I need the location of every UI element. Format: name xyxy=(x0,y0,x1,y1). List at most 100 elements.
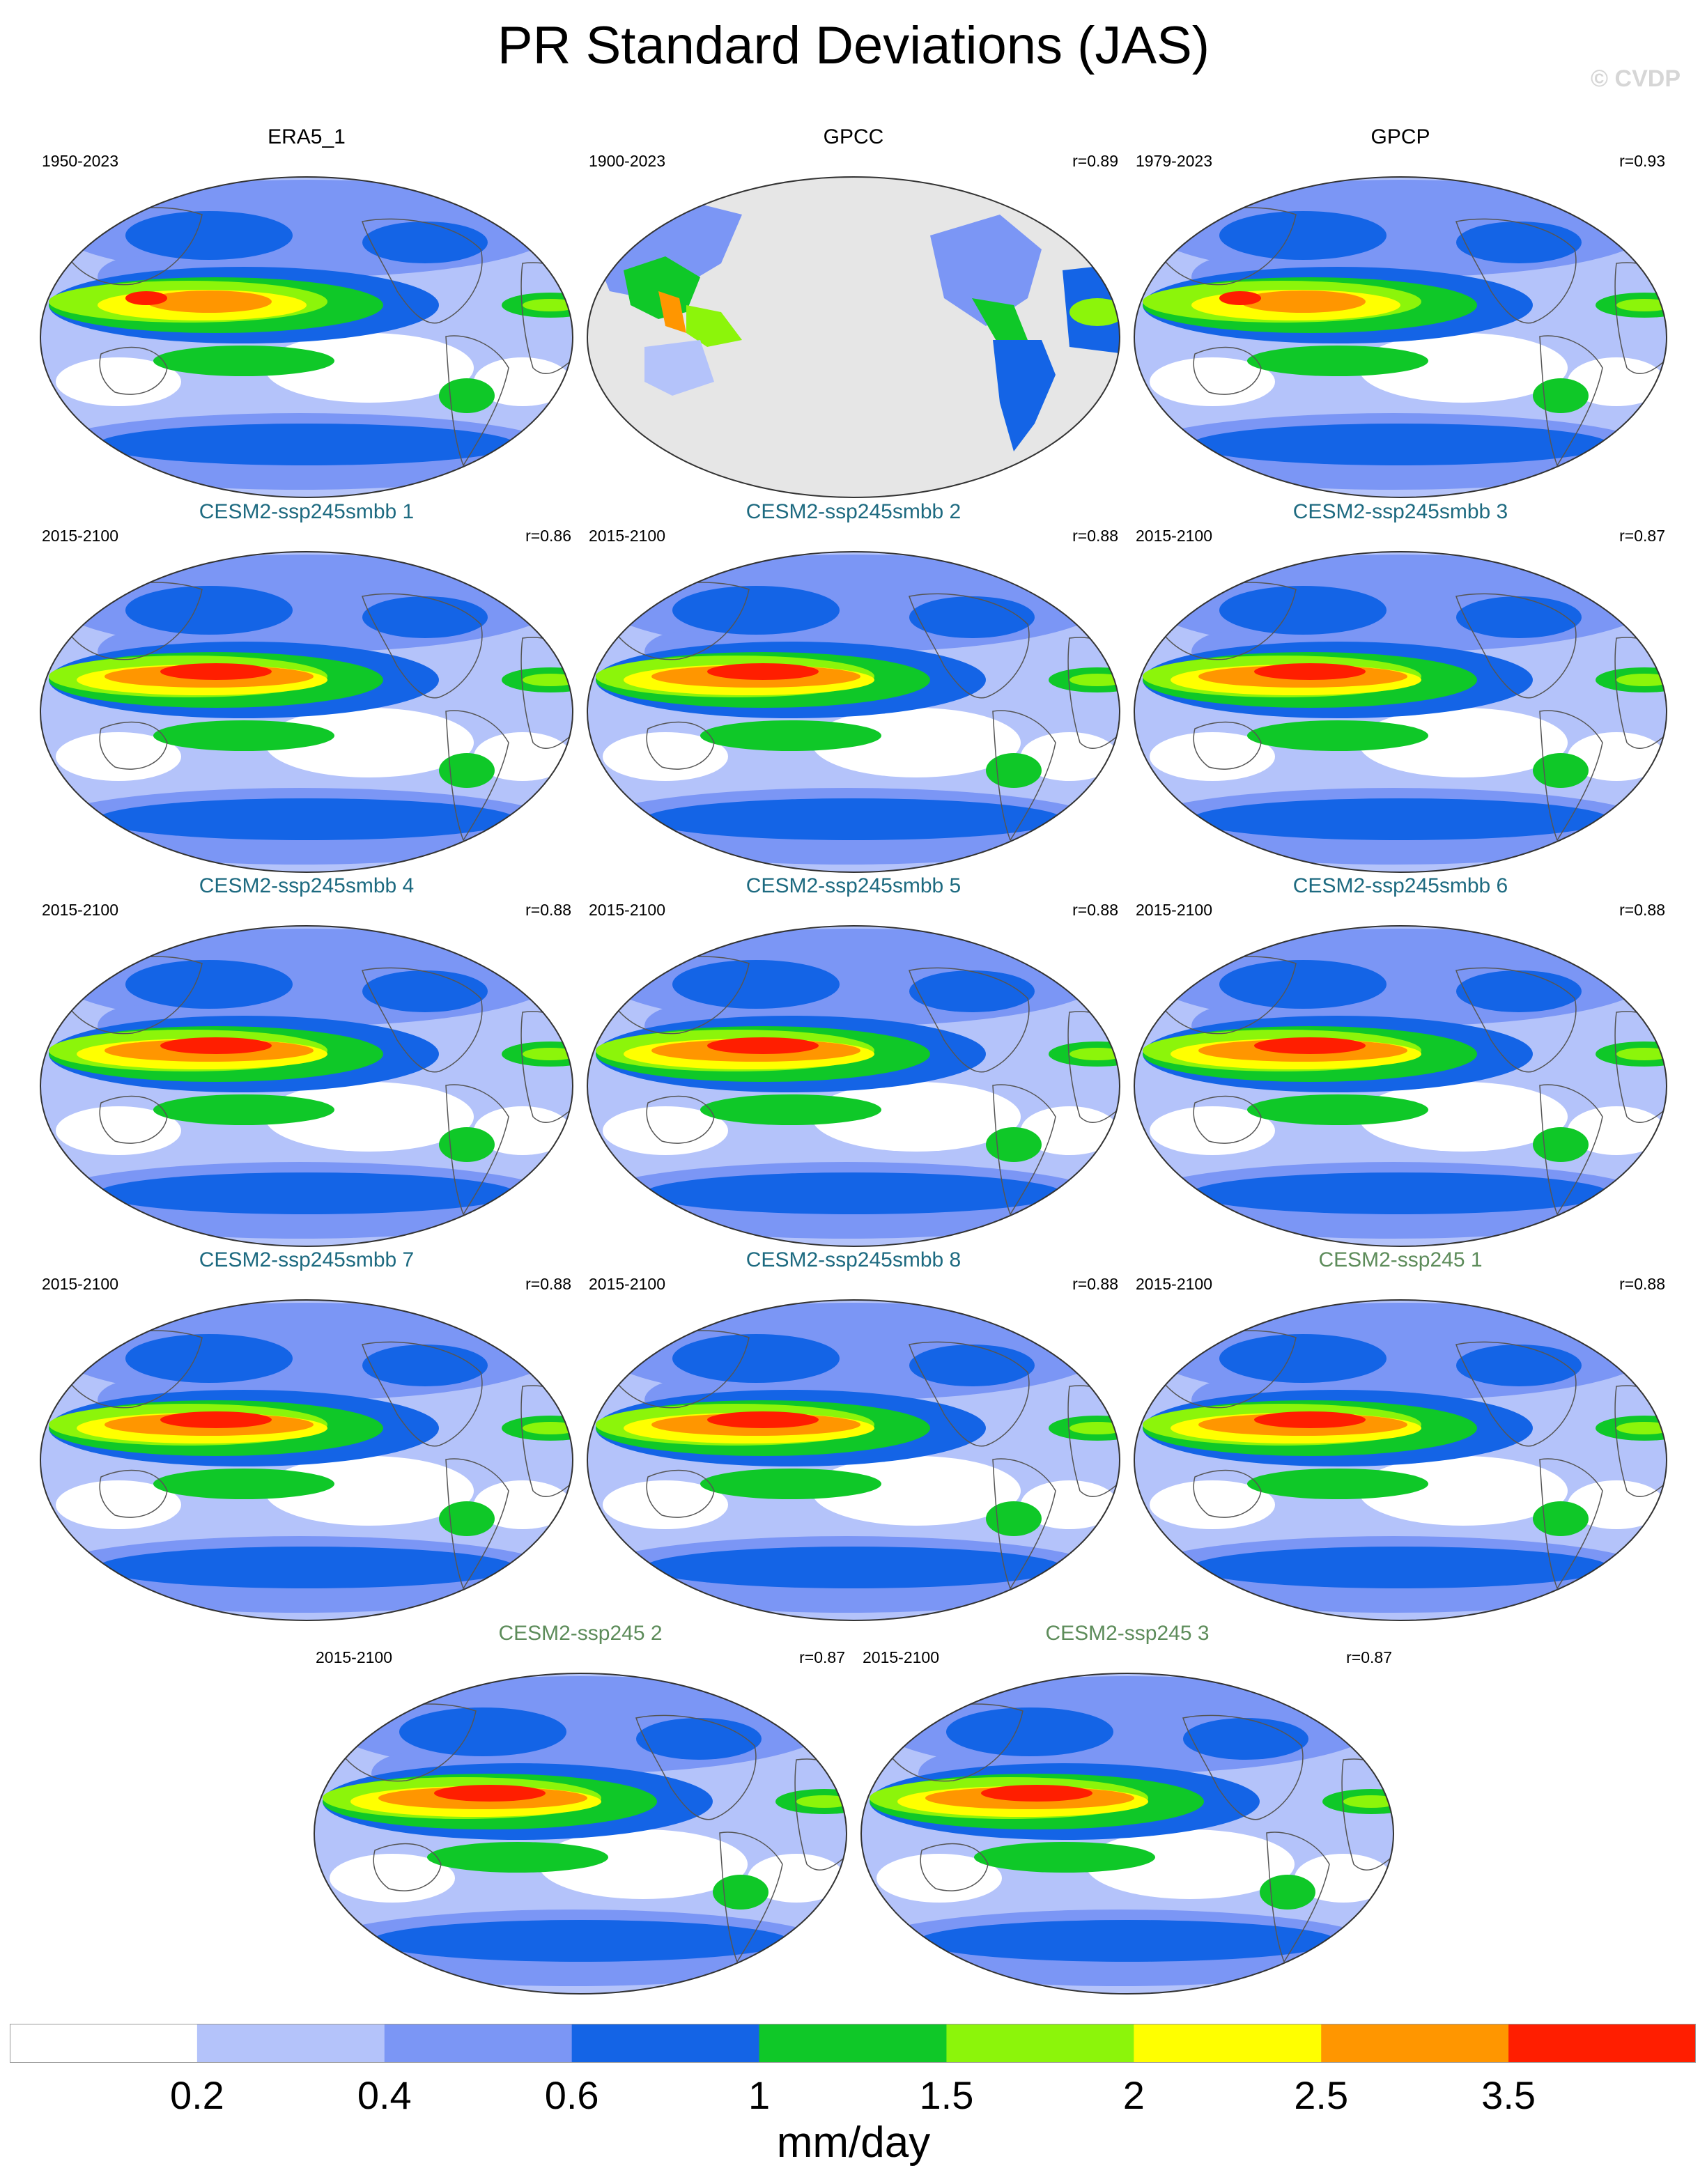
panel-title: CESM2-ssp245 1 xyxy=(1318,1248,1483,1271)
panel-title: CESM2-ssp245smbb 3 xyxy=(1292,500,1508,523)
spcz-band xyxy=(427,1842,608,1873)
south-atlantic-dry-zone xyxy=(1021,732,1118,781)
panel-period: 2015-2100 xyxy=(589,1275,665,1293)
north-atlantic-band xyxy=(909,970,1035,1012)
panel-period: 2015-2100 xyxy=(863,1648,939,1666)
south-atlantic-band xyxy=(986,1127,1042,1162)
southern-ocean-band xyxy=(644,1172,1063,1214)
north-pacific-band xyxy=(946,1707,1113,1756)
panel-title: CESM2-ssp245smbb 8 xyxy=(746,1248,961,1271)
spcz-band xyxy=(153,1094,334,1125)
panel-period: 2015-2100 xyxy=(1136,1275,1212,1293)
southeast-pacific-dry-zone xyxy=(812,1456,1021,1526)
colorbar-segment xyxy=(196,2024,385,2063)
australia-coast xyxy=(99,1095,168,1144)
panel-correlation: r=0.88 xyxy=(1619,901,1665,919)
south-asia-fill xyxy=(624,256,700,319)
panel-correlation: r=0.88 xyxy=(1072,901,1118,919)
world-map xyxy=(40,551,573,873)
panel-title: GPCC xyxy=(823,125,884,148)
panel-title: CESM2-ssp245smbb 7 xyxy=(199,1248,415,1271)
southern-ocean-band xyxy=(98,424,516,465)
south-atlantic-dry-zone xyxy=(1568,732,1665,781)
colorbar-segment xyxy=(946,2024,1134,2063)
southeast-pacific-dry-zone xyxy=(1359,708,1568,777)
south-atlantic-band xyxy=(1533,753,1589,788)
colorbar-segment xyxy=(759,2024,947,2063)
tropical-belt-orange xyxy=(146,291,272,313)
australia-coast xyxy=(373,1843,442,1891)
north-america-coast xyxy=(362,218,483,324)
southeast-pacific-dry-zone xyxy=(1359,1082,1568,1152)
north-america-coast xyxy=(362,593,483,699)
atlantic-itcz-core xyxy=(1616,299,1667,311)
south-atlantic-dry-zone xyxy=(1021,1106,1118,1155)
spcz-band xyxy=(153,346,334,376)
colorbar-tick-label: 1 xyxy=(748,2073,771,2117)
panel-title: ERA5_1 xyxy=(268,125,346,148)
panel-period: 1900-2023 xyxy=(589,152,665,170)
north-pacific-band xyxy=(399,1707,566,1756)
atlantic-itcz-core xyxy=(1616,674,1667,686)
north-america-coast xyxy=(635,1714,757,1820)
southeast-pacific-dry-zone xyxy=(1359,333,1568,403)
spcz-band xyxy=(700,1094,881,1125)
spcz-band xyxy=(1247,1469,1428,1499)
south-america-coast xyxy=(445,710,509,842)
southeast-pacific-dry-zone xyxy=(539,1829,748,1899)
map-panel: CESM2-ssp245smbb 2 2015-2100 r=0.88 xyxy=(582,500,1125,876)
southeast-pacific-dry-zone xyxy=(265,1456,474,1526)
panel-period: 2015-2100 xyxy=(589,527,665,545)
south-atlantic-band xyxy=(1533,378,1589,413)
south-atlantic-dry-zone xyxy=(474,732,571,781)
southern-ocean-band xyxy=(644,798,1063,840)
map-outline xyxy=(1134,925,1667,1247)
colorbar-tick-label: 0.2 xyxy=(169,2073,224,2117)
north-america-coast xyxy=(1182,1714,1304,1820)
colorbar-tick-label: 2 xyxy=(1122,2073,1145,2117)
south-indian-dry-zone xyxy=(603,1480,728,1529)
southern-ocean-band xyxy=(98,1547,516,1588)
tropical-belt-red xyxy=(981,1785,1092,1802)
north-america-fill xyxy=(930,215,1042,326)
southern-ocean-band xyxy=(1191,424,1609,465)
north-america-coast xyxy=(1455,218,1577,324)
north-pacific-band xyxy=(672,960,840,1009)
north-pacific-band xyxy=(1219,960,1387,1009)
tropical-belt-orange xyxy=(1240,291,1366,313)
north-pacific-band xyxy=(672,1334,840,1383)
tropical-belt-red xyxy=(160,1037,272,1054)
panel-correlation: r=0.89 xyxy=(1072,152,1118,170)
map-outline xyxy=(587,925,1120,1247)
tropical-belt-red xyxy=(707,1411,819,1428)
colorbar-segment xyxy=(1134,2024,1322,2063)
north-america-coast xyxy=(909,593,1030,699)
map-outline xyxy=(1134,551,1667,873)
south-atlantic-band xyxy=(986,1501,1042,1536)
world-map xyxy=(40,925,573,1247)
colorbar xyxy=(10,2024,1696,2063)
south-atlantic-dry-zone xyxy=(1021,1480,1118,1529)
panel-title: CESM2-ssp245smbb 4 xyxy=(199,874,415,897)
south-atlantic-band xyxy=(439,1501,495,1536)
south-indian-dry-zone xyxy=(56,357,181,406)
map-outline xyxy=(1134,1299,1667,1621)
southeast-pacific-dry-zone xyxy=(1086,1829,1295,1899)
south-atlantic-band xyxy=(439,378,495,413)
south-america-coast xyxy=(445,1084,509,1216)
tropical-belt-red xyxy=(707,1037,819,1054)
australia-coast xyxy=(99,346,168,395)
australia-coast xyxy=(99,1469,168,1518)
australia-coast xyxy=(1193,721,1262,770)
north-america-coast xyxy=(909,967,1030,1073)
panel-period: 2015-2100 xyxy=(589,901,665,919)
south-atlantic-dry-zone xyxy=(474,1480,571,1529)
colorbar-segment xyxy=(571,2024,760,2063)
world-map xyxy=(40,1299,573,1621)
tropical-belt-red xyxy=(1219,291,1261,305)
north-pacific-band xyxy=(125,1334,293,1383)
africa-rain-band xyxy=(1069,298,1120,326)
map-outline xyxy=(40,1299,573,1621)
panel-period: 1979-2023 xyxy=(1136,152,1212,170)
map-outline xyxy=(587,551,1120,873)
